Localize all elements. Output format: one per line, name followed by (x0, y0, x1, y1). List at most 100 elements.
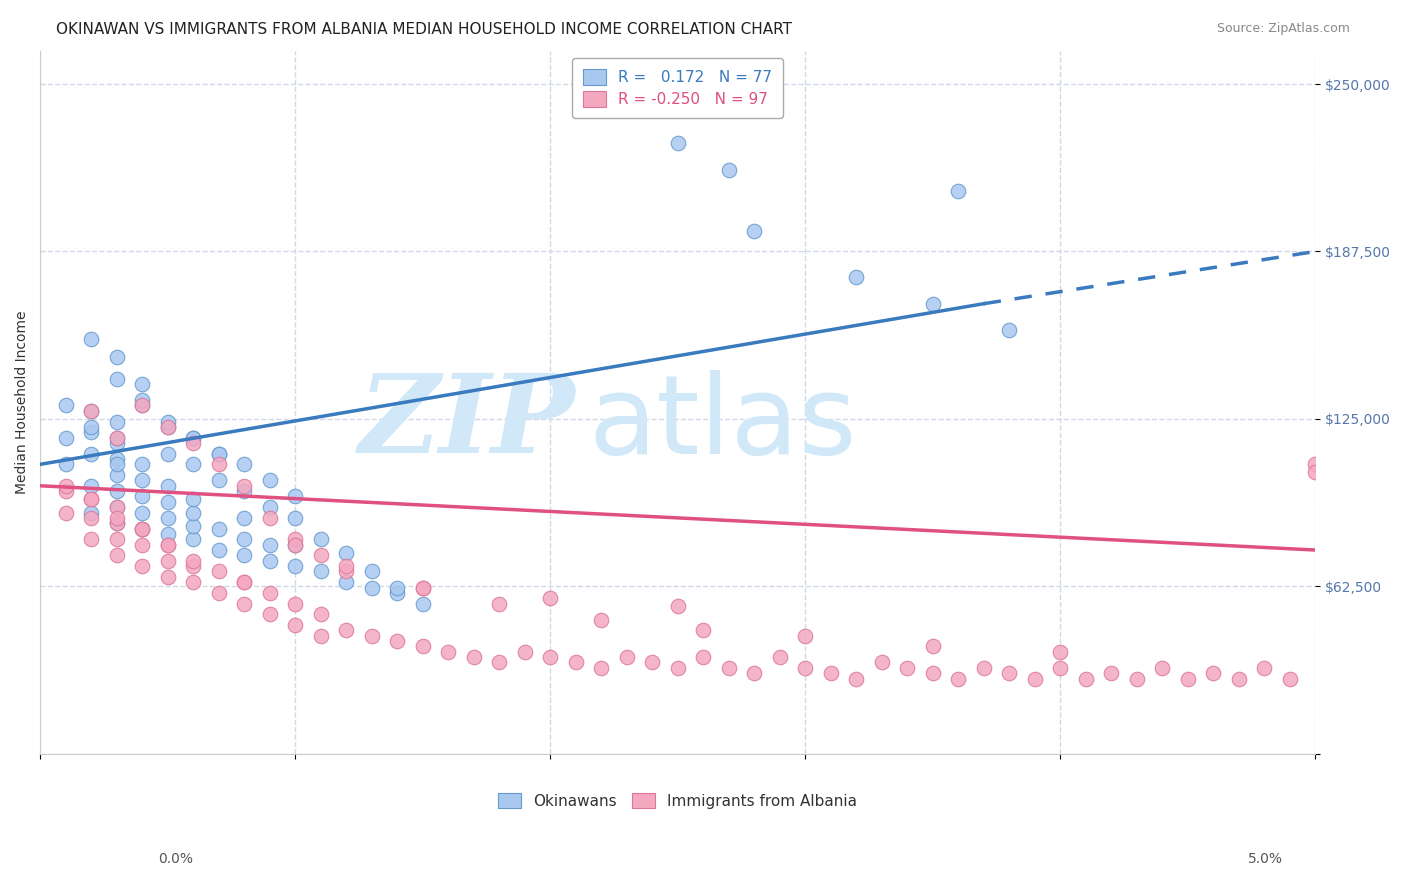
Point (412, 581, 434, 595)
Point (233, 575, 256, 590)
Point (156, 447, 179, 461)
Point (412, 597, 434, 611)
Point (513, 645, 536, 659)
Point (181, 554, 204, 568)
Point (259, 554, 281, 568)
Point (385, 581, 408, 595)
Point (591, 661, 613, 675)
Point (105, 431, 128, 445)
Point (156, 420, 179, 434)
Point (105, 415, 128, 429)
Point (156, 479, 179, 493)
Point (412, 581, 434, 595)
Point (488, 597, 510, 611)
Point (208, 522, 231, 536)
Point (55, 431, 77, 445)
Point (666, 661, 689, 675)
Point (131, 559, 153, 574)
Point (641, 656, 664, 670)
Point (55, 506, 77, 520)
Point (55, 458, 77, 472)
Point (156, 538, 179, 552)
Point (181, 436, 204, 450)
Point (105, 372, 128, 386)
Point (1152, 661, 1174, 675)
Point (1024, 672, 1046, 686)
Point (181, 458, 204, 472)
Point (208, 543, 231, 558)
Point (131, 399, 153, 413)
Point (742, 224, 765, 238)
Point (1177, 672, 1199, 686)
Point (80, 492, 103, 507)
Point (259, 474, 281, 488)
Point (233, 597, 256, 611)
Point (385, 586, 408, 600)
Point (105, 431, 128, 445)
Point (208, 474, 231, 488)
Point (794, 629, 817, 643)
Point (208, 586, 231, 600)
Point (921, 296, 943, 310)
Point (233, 458, 256, 472)
Point (717, 162, 740, 177)
Point (80, 420, 103, 434)
Point (412, 640, 434, 654)
Point (717, 661, 740, 675)
Point (948, 184, 970, 198)
Point (80, 447, 103, 461)
Point (208, 447, 231, 461)
Point (259, 607, 281, 622)
Point (131, 522, 153, 536)
Text: OKINAWAN VS IMMIGRANTS FROM ALBANIA MEDIAN HOUSEHOLD INCOME CORRELATION CHART: OKINAWAN VS IMMIGRANTS FROM ALBANIA MEDI… (56, 22, 792, 37)
Point (105, 351, 128, 365)
Point (105, 511, 128, 525)
Point (742, 666, 765, 681)
Point (181, 492, 204, 507)
Point (131, 458, 153, 472)
Point (105, 436, 128, 450)
Point (181, 519, 204, 533)
Point (131, 474, 153, 488)
Point (156, 420, 179, 434)
Point (335, 559, 357, 574)
Point (845, 269, 868, 284)
Point (870, 656, 893, 670)
Point (80, 492, 103, 507)
Point (284, 559, 307, 574)
Point (233, 479, 256, 493)
Point (309, 565, 332, 579)
Point (80, 404, 103, 418)
Point (80, 506, 103, 520)
Text: Source: ZipAtlas.com: Source: ZipAtlas.com (1216, 22, 1350, 36)
Point (181, 533, 204, 547)
Point (948, 672, 970, 686)
Point (105, 484, 128, 499)
Point (284, 618, 307, 632)
Point (105, 516, 128, 531)
Point (131, 490, 153, 504)
Point (259, 538, 281, 552)
Point (233, 549, 256, 563)
Y-axis label: Median Household Income: Median Household Income (15, 310, 30, 494)
Point (284, 538, 307, 552)
Point (80, 404, 103, 418)
Point (284, 490, 307, 504)
Point (80, 511, 103, 525)
Point (820, 666, 842, 681)
Point (998, 323, 1021, 337)
Point (335, 546, 357, 560)
Point (233, 511, 256, 525)
Point (538, 650, 561, 665)
Point (309, 549, 332, 563)
Point (921, 640, 943, 654)
Point (1074, 672, 1097, 686)
Point (105, 516, 128, 531)
Point (564, 656, 586, 670)
Point (156, 570, 179, 584)
Text: 5.0%: 5.0% (1249, 852, 1282, 866)
Point (284, 511, 307, 525)
Point (131, 522, 153, 536)
Point (156, 511, 179, 525)
Point (437, 645, 460, 659)
